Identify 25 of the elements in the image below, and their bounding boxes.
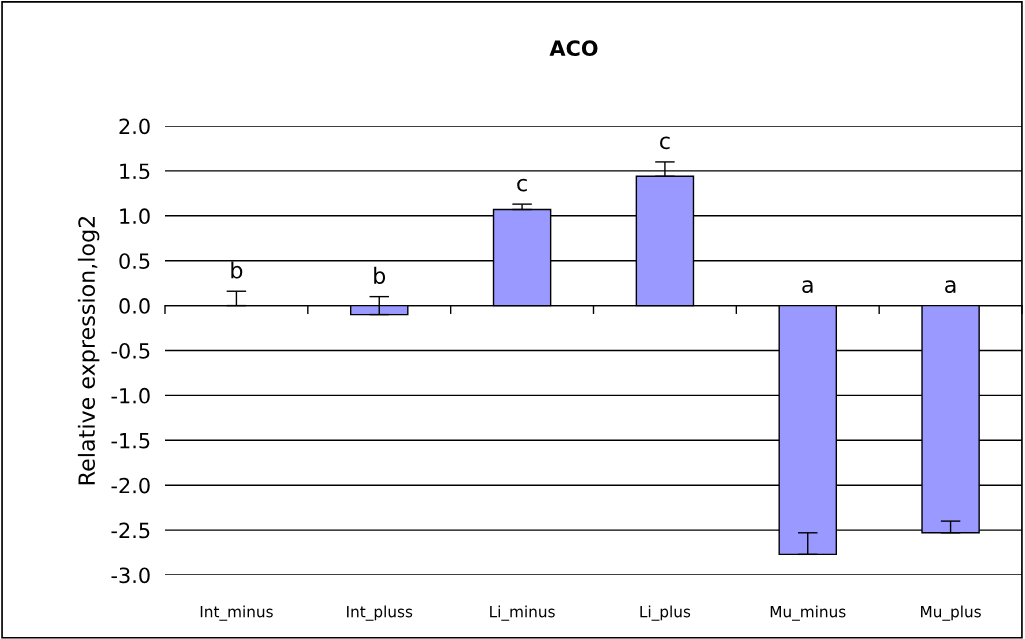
y-tick-label: 0.0 [119, 298, 150, 314]
y-tick-label: -1.0 [111, 387, 150, 404]
y-tick-label: 1.5 [120, 163, 150, 180]
chart-title: ACO [549, 40, 598, 57]
y-tick-label: -3.0 [111, 567, 150, 584]
y-tick-label: -2.0 [111, 477, 150, 494]
x-tick-label: Li_plus [640, 605, 691, 621]
annotation: c [517, 178, 527, 192]
y-tick-label: 1.0 [120, 208, 150, 225]
annotation: a [802, 280, 813, 293]
y-tick-label: -2.5 [111, 522, 150, 539]
x-tick-label: Mu_minus [770, 605, 846, 621]
x-tick-label: Mu_plus [921, 605, 981, 621]
x-tick-label: Int_pluss [347, 605, 413, 621]
y-tick-label: 0.5 [119, 253, 150, 269]
x-tick-label: Int_minus [200, 605, 273, 621]
y-tick-label: -0.5 [111, 342, 150, 359]
annotation: b [231, 261, 243, 279]
annotation: a [945, 280, 956, 293]
y-tick-label: -1.5 [111, 433, 150, 449]
annotation: b [374, 266, 386, 284]
x-tick-label: Li_minus [490, 605, 555, 621]
y-axis-title: Relative expression,log2 [77, 216, 100, 485]
annotation: c [660, 136, 670, 150]
y-tick-label: 2.0 [119, 118, 150, 135]
